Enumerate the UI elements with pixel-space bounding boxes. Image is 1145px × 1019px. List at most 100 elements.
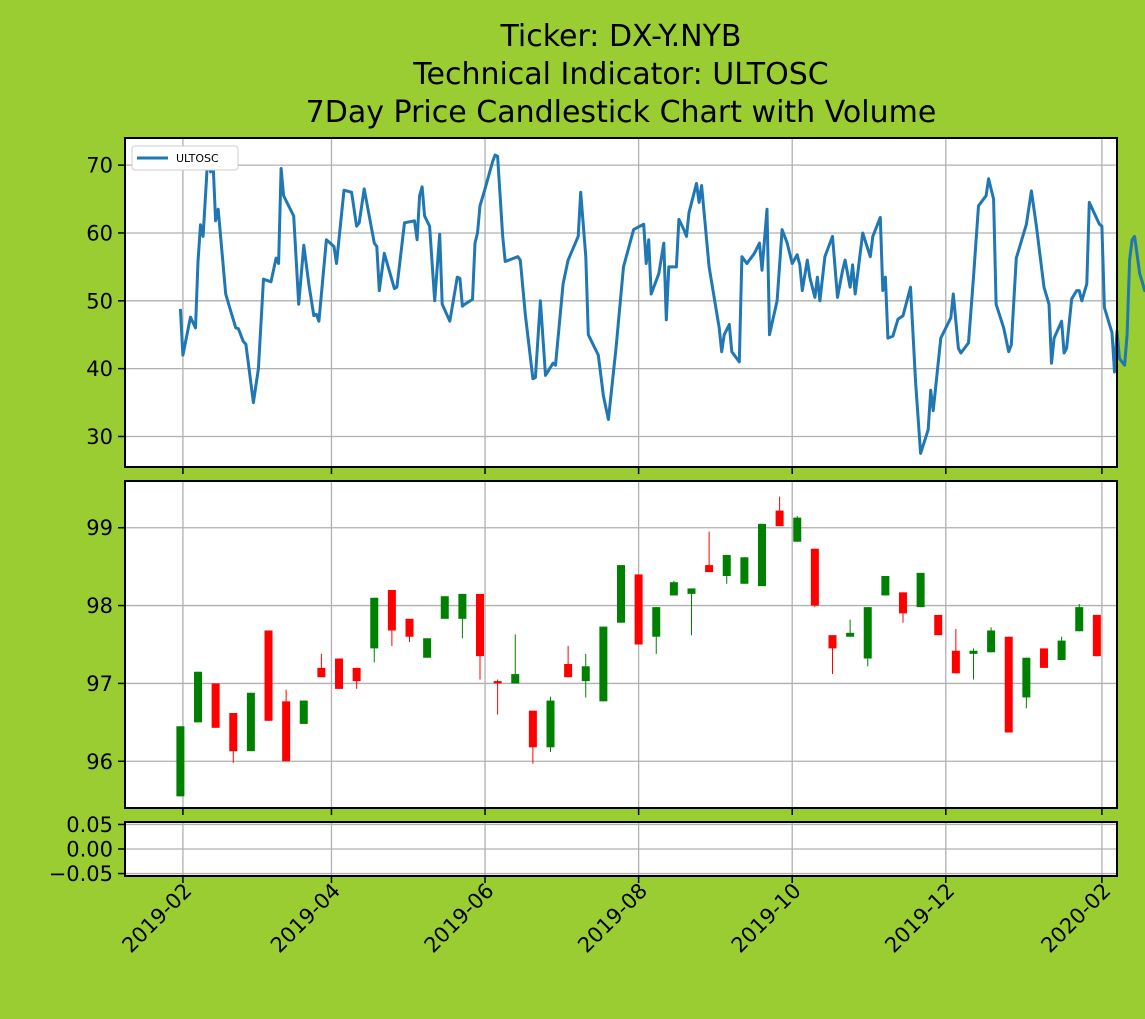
candle: [881, 575, 890, 596]
candle: [687, 588, 696, 636]
candle: [987, 627, 996, 653]
candle: [264, 630, 273, 721]
candle: [828, 635, 837, 675]
indicator-series: [178, 150, 1145, 455]
candle: [335, 658, 344, 689]
candle-body: [757, 523, 766, 587]
candle-body: [1022, 657, 1031, 698]
volume-ytick-label: 0.00: [66, 838, 113, 862]
candle: [740, 557, 749, 584]
candle-body: [335, 658, 344, 689]
candle-body: [1039, 648, 1048, 668]
candle: [176, 726, 185, 797]
candle-body: [211, 683, 220, 728]
candle: [1092, 614, 1101, 657]
candle: [757, 523, 766, 587]
indicator-y-axis: 30 40 50 60 70: [86, 154, 1103, 474]
candle: [246, 692, 255, 752]
candle-body: [229, 713, 238, 752]
candle-body: [264, 630, 273, 721]
candle: [211, 683, 220, 728]
candle-body: [599, 626, 608, 702]
volume-y-axis: 0.050.00−0.05: [49, 813, 1103, 886]
legend: ULTOSC: [131, 145, 239, 171]
candle: [458, 593, 467, 639]
candle-body: [1092, 614, 1101, 657]
candle-body: [476, 593, 485, 657]
indicator-ytick-label: 40: [86, 357, 113, 381]
candle-body: [458, 593, 467, 619]
candle-body: [951, 650, 960, 674]
legend-label: ULTOSC: [176, 152, 219, 165]
candle-body: [793, 517, 802, 542]
candle: [423, 638, 432, 658]
candle-body: [352, 667, 361, 682]
x-tick-label: 2019-02: [117, 879, 196, 958]
candle-body: [881, 575, 890, 596]
candle-body: [282, 701, 291, 762]
candle: [317, 653, 326, 678]
candle: [405, 618, 414, 643]
candle: [810, 548, 819, 608]
indicator-ytick-label: 60: [86, 221, 113, 245]
candle-body: [405, 618, 414, 637]
price-ytick-label: 97: [86, 672, 113, 696]
x-tick-label: 2019-04: [266, 879, 345, 958]
candle: [722, 554, 731, 584]
price-plot-area: [124, 480, 1118, 809]
candle-body: [511, 674, 520, 684]
candle-body: [669, 582, 678, 596]
price-ytick-label: 98: [86, 594, 113, 618]
volume-ytick-label: −0.05: [49, 862, 113, 886]
volume-ytick-label: 0.05: [66, 813, 113, 837]
candle: [1075, 604, 1084, 632]
candle: [387, 590, 396, 647]
candle: [493, 679, 502, 715]
candle: [476, 593, 485, 680]
candle: [564, 646, 573, 678]
candle-body: [176, 726, 185, 797]
candle-body: [687, 588, 696, 594]
candle-body: [617, 565, 625, 623]
indicator-panel: 30 40 50 60 70 ULTOSC: [86, 137, 1145, 474]
x-tick-label: 2019-08: [573, 879, 652, 958]
candle: [370, 597, 379, 663]
candle: [528, 710, 537, 764]
candle: [863, 607, 872, 667]
candle-body: [705, 565, 714, 573]
candle: [705, 531, 714, 573]
candle: [229, 713, 238, 763]
candle: [299, 700, 308, 724]
candle-body: [987, 630, 996, 653]
candle-body: [634, 574, 643, 645]
x-axis: 2019-02 2019-04 2019-06 2019-08 2019-10 2019-…: [117, 879, 1115, 958]
indicator-ytick-label: 50: [86, 289, 113, 313]
candle-body: [863, 607, 872, 659]
candle-body: [846, 632, 855, 637]
candle-body: [440, 596, 449, 619]
candle: [546, 696, 555, 752]
candle-body: [564, 663, 573, 678]
candle: [934, 614, 943, 636]
x-tick-label: 2019-10: [727, 879, 806, 958]
candle: [652, 607, 661, 654]
candle: [951, 628, 960, 674]
candle-body: [934, 614, 943, 636]
candle: [1057, 636, 1066, 661]
ultosc-line: [178, 150, 1145, 455]
indicator-frame: [124, 137, 1118, 468]
candle-body: [387, 590, 396, 631]
x-tick-label: 2019-06: [420, 879, 499, 958]
volume-frame: [124, 821, 1118, 877]
x-tick-label: 2019-12: [880, 879, 959, 958]
candle: [898, 592, 907, 623]
candle-body: [299, 700, 308, 724]
candle-body: [317, 667, 326, 678]
price-panel: 96 97 98 99: [86, 480, 1118, 815]
indicator-ytick-label: 70: [86, 154, 113, 178]
candle: [669, 580, 678, 596]
title-line-1: Ticker: DX-Y.NYB: [500, 19, 742, 54]
candle-body: [652, 607, 661, 637]
candle: [969, 648, 978, 680]
candle-body: [916, 572, 925, 608]
